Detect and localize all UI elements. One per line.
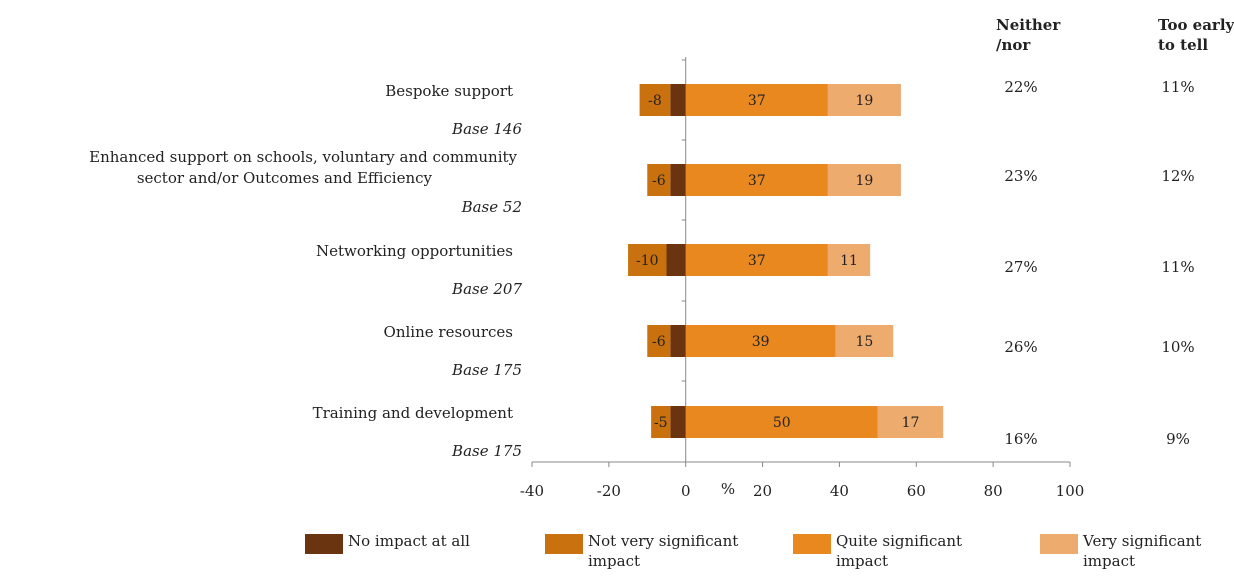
legend-label-2-line0: Quite significant: [836, 532, 962, 550]
bar-row3-series2: [685, 325, 836, 357]
bar-row4-series1: [651, 406, 671, 438]
legend-label-3-line1: impact: [1083, 552, 1135, 570]
bar-label-row3-series2: 39: [752, 334, 770, 350]
category-label-3-line0: Online resources: [384, 323, 513, 341]
category-label-2-line0: Networking opportunities: [316, 242, 513, 260]
legend-label-1-line0: Not very significant: [588, 532, 738, 550]
column-1-value-4: 9%: [1166, 430, 1190, 448]
axes: -40 -20 0 20 40 60 80 100%: [520, 57, 1084, 500]
column-0-value-4: 16%: [1004, 430, 1037, 448]
column-0-value-1: 23%: [1004, 167, 1037, 185]
bar-label-row3-series1: -6: [652, 334, 666, 350]
extra-columns: Neither/nor 22% 23% 27% 26% 16% Too early to te…: [996, 16, 1234, 448]
x-tick-label-2: 0: [681, 482, 691, 500]
bar-row0-series3: [827, 84, 901, 116]
category-label-0-line0: Bespoke support: [385, 82, 513, 100]
bar-row1-series3: [827, 164, 901, 196]
category-base-1: Base 52: [461, 198, 522, 216]
bar-label-row1-series1: -6: [652, 173, 666, 189]
bar-label-row0-series1: -8: [648, 93, 662, 109]
x-tick-label-6: 80: [984, 482, 1003, 500]
category-base-3: Base 175: [451, 361, 522, 379]
legend-swatch-1: [545, 534, 583, 554]
bar-row4-series2: [685, 406, 878, 438]
bar-row2-series0: [666, 244, 686, 276]
bar-label-row1-series3: 19: [855, 173, 873, 189]
x-tick-label-0: -40: [520, 482, 544, 500]
bar-row2-series1: [628, 244, 667, 276]
x-axis-label: %: [721, 480, 735, 498]
category-base-4: Base 175: [451, 442, 522, 460]
legend-label-2-line1: impact: [836, 552, 888, 570]
column-1-value-3: 10%: [1161, 338, 1194, 356]
column-header-0-line1: /nor: [996, 36, 1031, 54]
bar-label-row2-series3: 11: [840, 253, 858, 269]
category-labels: Bespoke support Base 146 Enhanced support …: [89, 82, 522, 460]
x-tick-label-3: 20: [753, 482, 772, 500]
bar-row1-series1: [647, 164, 671, 196]
bar-row1-series2: [685, 164, 828, 196]
x-tick-label-5: 60: [907, 482, 926, 500]
legend-swatch-2: [793, 534, 831, 554]
legend-swatch-3: [1040, 534, 1078, 554]
column-0-value-3: 26%: [1004, 338, 1037, 356]
bar-label-row0-series3: 19: [855, 93, 873, 109]
column-1-value-0: 11%: [1161, 78, 1194, 96]
bar-row1-series0: [670, 164, 686, 196]
category-base-2: Base 207: [451, 280, 522, 298]
bar-row2-series2: [685, 244, 828, 276]
x-tick-label-1: -20: [597, 482, 621, 500]
category-label-1-line0: Enhanced support on schools, voluntary a…: [89, 148, 517, 166]
column-0-value-2: 27%: [1004, 258, 1037, 276]
column-header-0-line0: Neither: [996, 16, 1061, 34]
x-tick-label-7: 100: [1056, 482, 1085, 500]
bar-row3-series1: [647, 325, 671, 357]
column-1-value-2: 11%: [1161, 258, 1194, 276]
bar-row3-series3: [835, 325, 894, 357]
bar-label-row4-series1: -5: [654, 415, 668, 431]
bar-row0-series1: [639, 84, 671, 116]
category-base-0: Base 146: [451, 120, 522, 138]
bar-row3-series0: [670, 325, 686, 357]
bar-row0-series2: [685, 84, 828, 116]
bar-row0-series0: [670, 84, 686, 116]
column-header-1-line1: to tell: [1158, 36, 1208, 54]
bar-row4-series3: [877, 406, 944, 438]
legend-label-0-line0: No impact at all: [348, 532, 470, 550]
legend-label-3-line0: Very significant: [1082, 532, 1201, 550]
column-0-value-0: 22%: [1004, 78, 1037, 96]
bar-row2-series3: [827, 244, 871, 276]
bar-label-row4-series2: 50: [773, 415, 791, 431]
column-header-1-line0: Too early: [1158, 16, 1234, 34]
x-tick-label-4: 40: [830, 482, 849, 500]
legend-label-1-line1: impact: [588, 552, 640, 570]
bar-label-row0-series2: 37: [748, 93, 766, 109]
bar-label-row3-series3: 15: [855, 334, 873, 350]
bar-label-row1-series2: 37: [748, 173, 766, 189]
bar-row4-series0: [670, 406, 686, 438]
legend: No impact at all Not very significant impa…: [305, 532, 1201, 570]
legend-swatch-0: [305, 534, 343, 554]
bar-label-row2-series1: -10: [636, 253, 659, 269]
category-label-1-line1: sector and/or Outcomes and Efficiency: [137, 169, 433, 187]
column-1-value-1: 12%: [1161, 167, 1194, 185]
bar-label-row2-series2: 37: [748, 253, 766, 269]
category-label-4-line0: Training and development: [313, 404, 513, 422]
bar-label-row4-series3: 17: [902, 415, 920, 431]
bars: -4-83719-4-63719-5-103711-4-63915-4-5501…: [628, 84, 944, 438]
